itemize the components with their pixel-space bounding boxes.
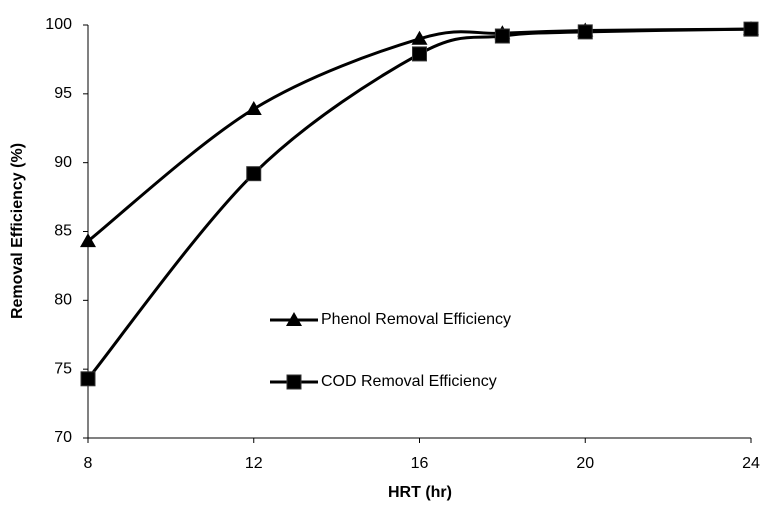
y-tick-label: 90 — [54, 154, 72, 171]
y-tick-label: 75 — [54, 360, 72, 377]
x-axis-label: HRT (hr) — [388, 484, 452, 501]
data-point — [412, 46, 427, 62]
legend-label: Phenol Removal Efficiency — [321, 311, 511, 328]
data-point — [80, 371, 96, 387]
x-tick-label: 12 — [245, 455, 263, 472]
legend-marker — [286, 312, 302, 326]
data-point — [577, 24, 593, 40]
x-tick-label: 20 — [576, 455, 594, 472]
y-tick-label: 95 — [54, 85, 72, 102]
y-tick-label: 100 — [45, 16, 72, 33]
y-tick-label: 85 — [54, 223, 72, 240]
x-tick-label: 24 — [742, 455, 760, 472]
legend-marker — [286, 374, 302, 390]
x-tick-label: 16 — [411, 455, 429, 472]
y-tick-label: 70 — [54, 429, 72, 446]
data-point — [80, 233, 96, 248]
data-point — [743, 21, 759, 37]
data-point — [245, 100, 262, 115]
data-point — [411, 30, 428, 45]
x-tick-label: 8 — [84, 455, 93, 472]
y-tick-label: 80 — [54, 292, 72, 309]
data-point — [246, 166, 262, 182]
data-point — [494, 28, 510, 44]
legend-label: COD Removal Efficiency — [321, 373, 497, 390]
y-axis-label: Removal Efficiency (%) — [9, 143, 26, 319]
